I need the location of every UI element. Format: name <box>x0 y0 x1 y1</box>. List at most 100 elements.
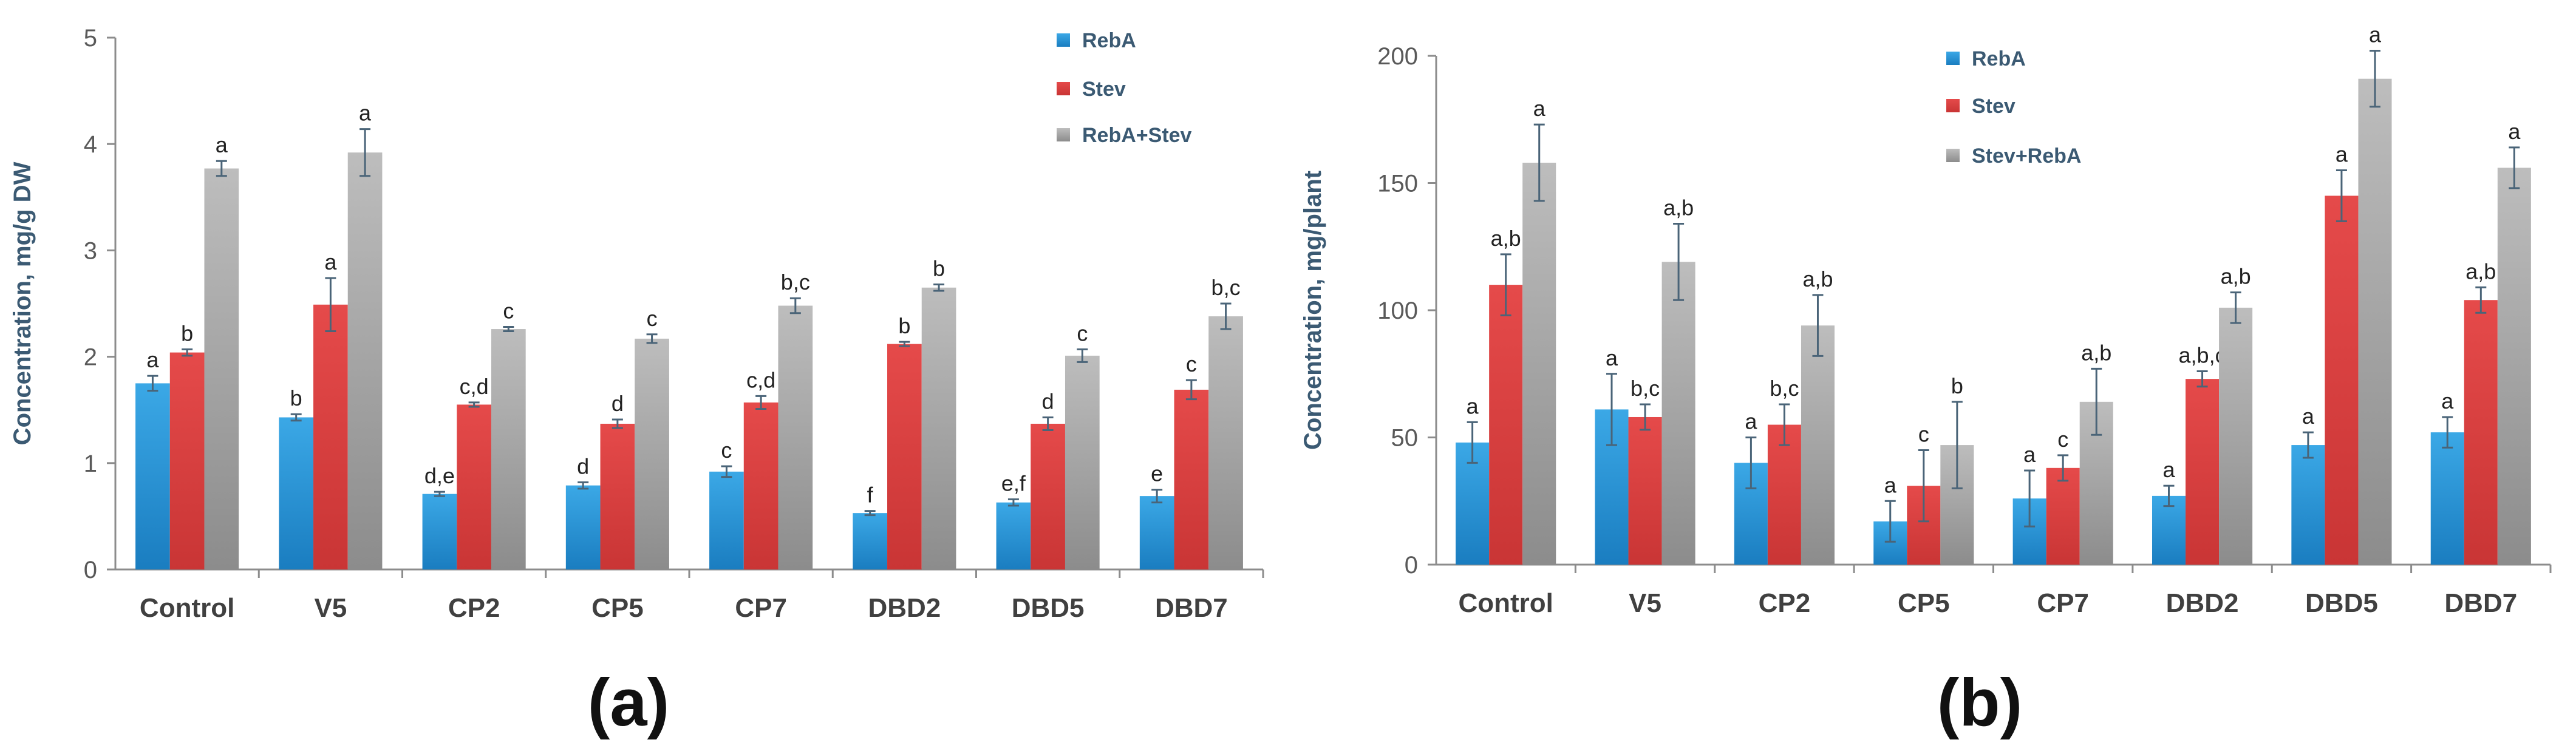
significance-label: c <box>2057 427 2068 452</box>
legend-label: Stev <box>1082 78 1126 101</box>
significance-label: b <box>898 313 910 338</box>
legend-swatch <box>1057 128 1070 141</box>
legend-label: RebA <box>1972 47 2026 70</box>
x-category-label: DBD5 <box>2305 588 2378 618</box>
significance-label: c <box>1077 321 1088 345</box>
bar-stev <box>457 404 491 569</box>
bar-reba <box>565 485 601 569</box>
bar-reba-stev <box>635 338 669 569</box>
significance-label: c <box>1918 421 1929 446</box>
y-tick-label: 2 <box>84 344 97 371</box>
x-category-label: CP2 <box>448 593 500 623</box>
legend-swatch <box>1057 33 1070 47</box>
significance-label: a <box>1884 472 1897 497</box>
significance-label: c <box>647 306 658 331</box>
significance-label: b <box>1951 373 1963 398</box>
significance-label: a <box>2508 119 2521 144</box>
bar-reba-stev <box>491 329 526 569</box>
significance-label: a,b <box>2465 259 2496 284</box>
bar-reba <box>853 513 888 569</box>
bar-stev <box>313 304 348 569</box>
y-tick-label: 0 <box>84 557 97 583</box>
bar-reba <box>709 471 744 569</box>
bar-stev-reba <box>1801 325 1835 565</box>
bar-stev-reba <box>1522 162 1556 565</box>
significance-label: d,e <box>424 463 455 488</box>
bar-reba <box>422 494 457 569</box>
y-tick-label: 1 <box>84 450 97 477</box>
significance-label: a <box>2369 22 2382 47</box>
bar-reba <box>135 383 170 569</box>
y-axis-title: Concentration, mg/plant <box>1300 171 1326 450</box>
significance-label: b,c <box>781 270 810 294</box>
x-category-label: Control <box>1458 588 1553 618</box>
bar-stev <box>1489 285 1523 565</box>
x-category-label: CP2 <box>1759 588 1811 618</box>
bar-reba <box>2430 432 2464 565</box>
bar-stev <box>2046 467 2080 565</box>
significance-label: d <box>612 391 624 416</box>
bar-stev <box>887 344 922 569</box>
chart-panel-b: 0 50 100 150 200 Concentration, mg/plant Contr… <box>1300 22 2552 740</box>
bar-stev <box>2464 300 2498 565</box>
bar-reba-stev <box>778 305 813 569</box>
y-tick-label: 100 <box>1377 297 1418 324</box>
bar-stev-reba <box>1661 262 1695 565</box>
y-tick-label: 4 <box>84 131 97 158</box>
bar-reba-stev <box>921 287 956 569</box>
y-axis-title: Concentration, mg/g DW <box>9 161 36 445</box>
significance-label: a <box>216 132 228 157</box>
bar-reba <box>2152 495 2186 565</box>
significance-label: d <box>577 454 589 478</box>
significance-label: f <box>867 483 874 508</box>
significance-label: a,b <box>2081 340 2111 365</box>
significance-label: b <box>181 321 193 345</box>
x-category-label: V5 <box>1629 588 1661 618</box>
significance-label: a <box>146 347 159 372</box>
y-tick-label: 5 <box>84 25 97 52</box>
significance-label: a <box>1467 393 1479 418</box>
x-category-label: DBD2 <box>2166 588 2239 618</box>
bar-stev <box>1031 423 1065 569</box>
legend-label: Stev <box>1972 95 2015 118</box>
bar-reba-stev <box>1208 316 1243 569</box>
x-category-label: DBD2 <box>868 593 941 623</box>
bar-reba <box>1139 496 1174 569</box>
significance-label: b,c <box>1770 376 1799 401</box>
bar-reba-stev <box>204 168 239 570</box>
significance-label: a,b <box>1802 267 1833 291</box>
legend-label: RebA <box>1082 29 1136 52</box>
bar-stev <box>1767 424 1801 565</box>
y-tick-label: 3 <box>84 237 97 264</box>
legend-label: RebA+Stev <box>1082 124 1192 147</box>
y-tick-label: 200 <box>1377 43 1418 70</box>
legend-label: Stev+RebA <box>1972 144 2081 168</box>
bar-reba <box>279 417 314 569</box>
bar-stev-reba <box>2497 168 2531 565</box>
significance-label: a <box>2162 457 2175 482</box>
significance-label: c,d <box>746 367 775 392</box>
significance-label: a,b <box>2221 264 2251 289</box>
significance-label: b,c <box>1211 275 1241 300</box>
significance-label: a <box>2336 142 2348 167</box>
significance-label: c,d <box>460 374 489 399</box>
x-category-label: V5 <box>314 593 347 623</box>
bar-reba-stev <box>1065 355 1100 569</box>
x-category-label: CP7 <box>2037 588 2089 618</box>
bar-stev <box>743 402 779 569</box>
legend-swatch <box>1057 82 1070 95</box>
x-category-label: Control <box>140 593 234 623</box>
significance-label: a <box>2023 442 2036 467</box>
bar-stev <box>1174 389 1209 569</box>
significance-label: a <box>1533 96 1546 121</box>
significance-label: c <box>721 438 732 463</box>
significance-label: a <box>324 250 337 274</box>
y-tick-label: 150 <box>1377 171 1418 197</box>
significance-label: a <box>2441 389 2454 413</box>
significance-label: b <box>933 256 945 280</box>
x-category-label: DBD7 <box>1155 593 1228 623</box>
legend-swatch <box>1946 99 1960 112</box>
significance-label: a <box>2302 404 2315 429</box>
